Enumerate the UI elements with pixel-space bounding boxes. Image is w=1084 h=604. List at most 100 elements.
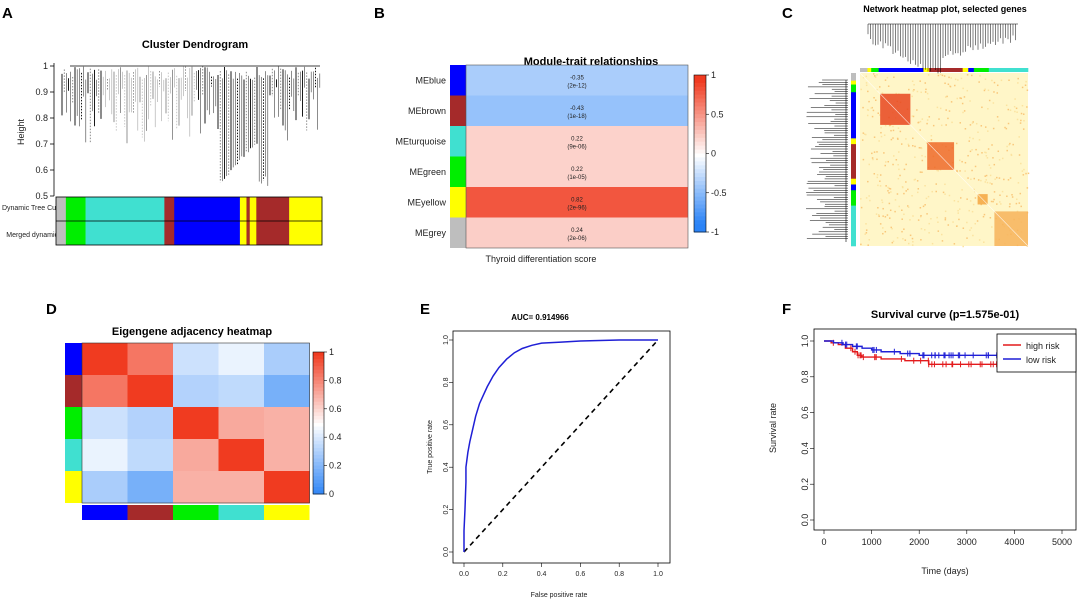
c-speck-498 <box>935 190 937 193</box>
b-cbar-cell-22 <box>694 161 706 166</box>
c-speck-328 <box>940 124 943 127</box>
c-speck-154 <box>872 158 874 161</box>
c-speck-479 <box>874 76 877 78</box>
c-speck-100 <box>878 215 880 218</box>
c-speck-413 <box>945 124 947 126</box>
b-cbar-label-1: 0.5 <box>711 109 724 119</box>
d-bottombar-1 <box>127 505 173 520</box>
panel-d-title: Eigengene adjacency heatmap <box>112 326 272 338</box>
b-cbar-cell-30 <box>694 192 706 198</box>
e-xtick-label-0: 0.0 <box>459 571 469 578</box>
c-speck-244 <box>917 121 920 124</box>
c-speck-116 <box>963 96 966 98</box>
c-speck-22 <box>919 215 922 218</box>
c-speck-379 <box>1023 168 1025 171</box>
c-speck-103 <box>905 190 907 192</box>
e-xtick-label-2: 0.4 <box>537 571 547 578</box>
c-speck-444 <box>941 74 944 77</box>
c-speck-341 <box>953 200 956 202</box>
c-speck-153 <box>897 163 899 166</box>
c-speck-265 <box>865 84 868 87</box>
e-xtick-label-5: 1.0 <box>653 571 663 578</box>
c-speck-192 <box>984 181 987 183</box>
c-speck-161 <box>890 129 892 132</box>
c-topbar-8 <box>973 68 990 72</box>
b-row-color-3 <box>450 156 466 187</box>
c-speck-0 <box>969 229 971 231</box>
c-speck-178 <box>990 200 993 203</box>
b-cbar-cell-26 <box>694 177 706 182</box>
c-speck-181 <box>884 124 887 127</box>
c-speck-343 <box>971 149 973 151</box>
c-speck-158 <box>944 210 947 213</box>
c-speck-388 <box>957 200 959 203</box>
c-speck-69 <box>897 127 900 129</box>
c-speck-92 <box>882 207 884 210</box>
c-speck-34 <box>951 121 953 124</box>
d-cbar-cell-32 <box>313 465 324 470</box>
c-speck-152 <box>917 188 920 190</box>
c-speck-289 <box>956 97 959 100</box>
d-cbar-label-1: 0.8 <box>329 375 342 385</box>
c-speck-111 <box>904 239 907 241</box>
c-speck-82 <box>1020 205 1022 208</box>
b-cbar-cell-20 <box>694 153 706 158</box>
b-cell-value-4: 0.82 <box>571 197 583 203</box>
c-speck-30 <box>1003 178 1005 181</box>
c-speck-336 <box>912 144 914 147</box>
c-speck-52 <box>977 131 979 133</box>
c-speck-209 <box>884 79 887 81</box>
c-speck-332 <box>1022 128 1025 130</box>
c-speck-486 <box>997 150 1000 153</box>
c-speck-223 <box>966 198 968 200</box>
c-speck-257 <box>991 144 993 146</box>
c-speck-248 <box>1018 202 1021 204</box>
b-row-color-0 <box>450 65 466 96</box>
b-cbar-cell-0 <box>694 75 706 80</box>
d-cbar-label-0: 1 <box>329 347 334 357</box>
e-ylabel: True positive rate <box>427 420 434 474</box>
c-speck-460 <box>977 153 979 156</box>
c-speck-269 <box>961 102 964 105</box>
b-cell-value-2: 0.22 <box>571 136 583 142</box>
d-cbar-cell-21 <box>313 426 324 431</box>
c-speck-468 <box>985 155 988 157</box>
d-cbar-cell-28 <box>313 451 324 456</box>
c-speck-43 <box>875 99 877 102</box>
d-cbar-cell-4 <box>313 366 324 371</box>
c-speck-237 <box>1009 142 1011 145</box>
c-speck-137 <box>893 155 895 157</box>
c-speck-267 <box>924 229 926 231</box>
c-speck-42 <box>885 161 887 163</box>
c-speck-133 <box>983 213 986 216</box>
c-speck-16 <box>967 154 969 157</box>
c-speck-90 <box>860 206 863 209</box>
b-cbar-cell-24 <box>694 169 706 174</box>
d-cell-0-4 <box>264 343 310 376</box>
c-speck-273 <box>865 133 867 136</box>
c-leftbar-4 <box>851 138 856 145</box>
c-speck-213 <box>993 91 995 93</box>
c-speck-173 <box>972 203 975 206</box>
c-speck-4 <box>1020 162 1022 165</box>
b-cbar-cell-39 <box>694 228 706 233</box>
c-speck-282 <box>876 158 878 161</box>
c-speck-367 <box>1005 104 1008 107</box>
c-speck-179 <box>909 219 911 221</box>
a-ytick-label-5: 1 <box>43 61 48 71</box>
c-speck-369 <box>872 109 875 112</box>
b-cbar-cell-15 <box>694 133 706 139</box>
c-speck-252 <box>926 122 928 125</box>
c-speck-231 <box>984 151 986 154</box>
b-cbar-cell-9 <box>694 110 706 115</box>
c-speck-251 <box>900 143 903 145</box>
c-speck-25 <box>912 241 914 243</box>
c-speck-147 <box>1012 143 1014 146</box>
panel-b-xlabel: Thyroid differentiation score <box>486 254 597 264</box>
b-cbar-cell-17 <box>694 141 706 147</box>
c-speck-344 <box>895 159 898 161</box>
b-cbar-cell-16 <box>694 137 706 143</box>
c-speck-346 <box>924 91 927 93</box>
b-cbar-cell-1 <box>694 78 706 84</box>
c-leftbar-3 <box>851 92 856 139</box>
